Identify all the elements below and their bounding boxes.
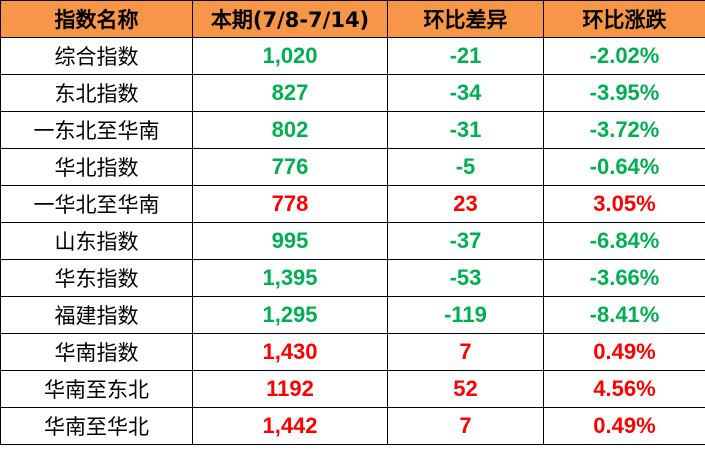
index-value: -6.84% (543, 222, 705, 260)
index-value: 1,395 (192, 259, 388, 297)
index-value: -0.64% (543, 148, 705, 186)
index-value: 0.49% (543, 333, 705, 371)
table-body: 综合指数 1,020 -21 -2.02% 东北指数 827 -34 -3.95% 一东北至华南… (0, 37, 705, 445)
table-row: 一华北至华南 778 23 3.05% (0, 185, 705, 223)
index-value: 776 (192, 148, 388, 186)
index-name: 东北指数 (0, 74, 193, 112)
index-name: 华南至华北 (0, 407, 193, 445)
index-value: 23 (387, 185, 544, 223)
index-value: 3.05% (543, 185, 705, 223)
index-value: -53 (387, 259, 544, 297)
table-row: 福建指数 1,295 -119 -8.41% (0, 296, 705, 334)
table-row: 综合指数 1,020 -21 -2.02% (0, 37, 705, 75)
index-value: 0.49% (543, 407, 705, 445)
header-row: 指数名称 本期(7/8-7/14) 环比差异 环比涨跌 (0, 0, 705, 38)
index-table: 指数名称 本期(7/8-7/14) 环比差异 环比涨跌 综合指数 1,020 -21 -2.… (0, 0, 705, 445)
index-value: 827 (192, 74, 388, 112)
index-value: -119 (387, 296, 544, 334)
table-row: 华南至华北 1,442 7 0.49% (0, 407, 705, 445)
index-value: 52 (387, 370, 544, 408)
table-row: 华南至东北 1192 52 4.56% (0, 370, 705, 408)
index-value: 1,020 (192, 37, 388, 75)
index-value: 7 (387, 333, 544, 371)
table-row: 一东北至华南 802 -31 -3.72% (0, 111, 705, 149)
index-value: -34 (387, 74, 544, 112)
index-value: -2.02% (543, 37, 705, 75)
index-value: 778 (192, 185, 388, 223)
index-value: 1,442 (192, 407, 388, 445)
table-row: 华南指数 1,430 7 0.49% (0, 333, 705, 371)
index-value: 1,430 (192, 333, 388, 371)
index-value: -3.66% (543, 259, 705, 297)
index-name: 华南指数 (0, 333, 193, 371)
index-value: -3.72% (543, 111, 705, 149)
index-value: 7 (387, 407, 544, 445)
index-name: 华南至东北 (0, 370, 193, 408)
index-name: 华东指数 (0, 259, 193, 297)
index-name: 综合指数 (0, 37, 193, 75)
index-name: 山东指数 (0, 222, 193, 260)
index-value: -8.41% (543, 296, 705, 334)
header-cell: 环比涨跌 (543, 0, 705, 38)
index-value: 995 (192, 222, 388, 260)
index-value: -31 (387, 111, 544, 149)
index-value: 1,295 (192, 296, 388, 334)
index-value: -37 (387, 222, 544, 260)
table-row: 华东指数 1,395 -53 -3.66% (0, 259, 705, 297)
index-name: 福建指数 (0, 296, 193, 334)
header-cell: 环比差异 (387, 0, 544, 38)
index-value: 4.56% (543, 370, 705, 408)
header-cell: 本期(7/8-7/14) (192, 0, 388, 38)
index-name: 一东北至华南 (0, 111, 193, 149)
index-name: 华北指数 (0, 148, 193, 186)
index-value: -21 (387, 37, 544, 75)
index-value: -3.95% (543, 74, 705, 112)
table-row: 华北指数 776 -5 -0.64% (0, 148, 705, 186)
table-row: 山东指数 995 -37 -6.84% (0, 222, 705, 260)
header-cell: 指数名称 (0, 0, 193, 38)
index-value: 802 (192, 111, 388, 149)
index-value: -5 (387, 148, 544, 186)
index-name: 一华北至华南 (0, 185, 193, 223)
index-value: 1192 (192, 370, 388, 408)
table-row: 东北指数 827 -34 -3.95% (0, 74, 705, 112)
